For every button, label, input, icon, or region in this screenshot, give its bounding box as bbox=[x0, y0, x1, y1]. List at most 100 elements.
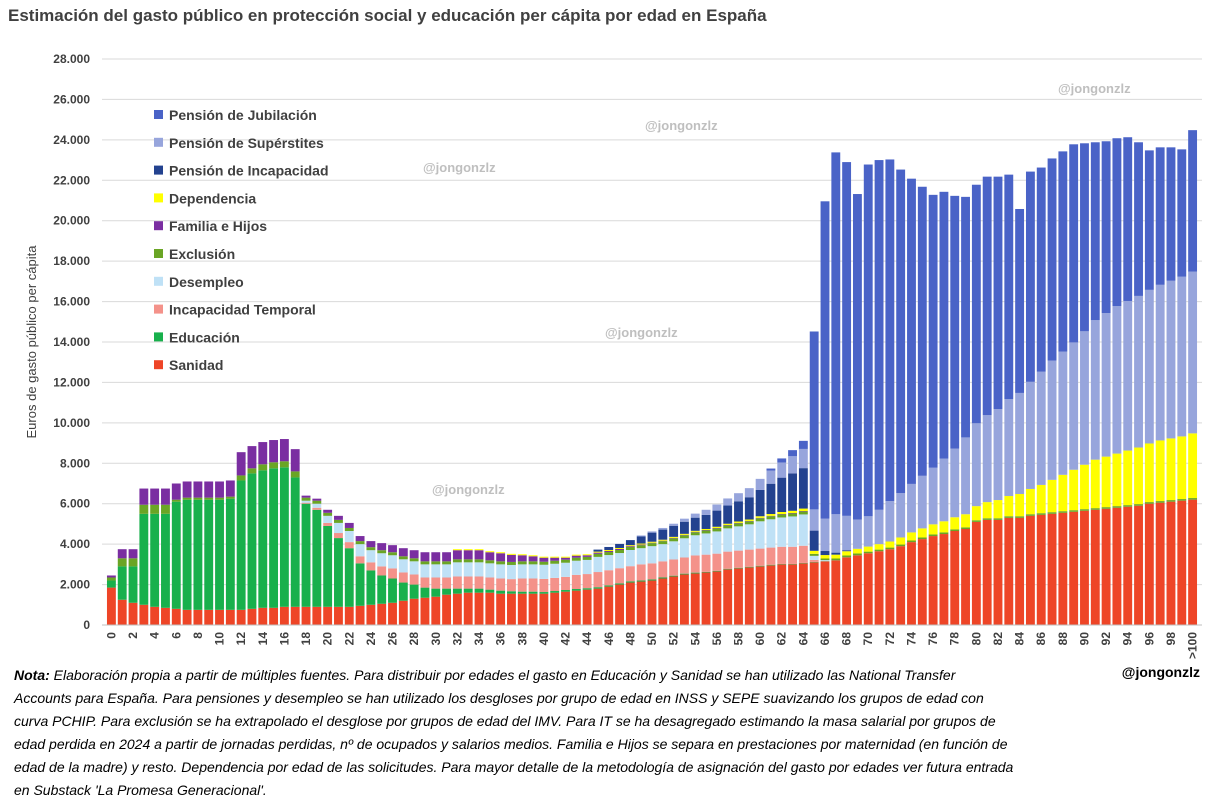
bar-segment bbox=[972, 520, 981, 522]
bar-segment bbox=[799, 546, 808, 563]
bar-segment bbox=[702, 530, 711, 533]
bar-segment bbox=[507, 554, 516, 555]
bar-segment bbox=[648, 542, 657, 543]
bar-segment bbox=[723, 506, 732, 524]
bar-segment bbox=[756, 566, 765, 625]
bar-segment bbox=[680, 535, 689, 538]
y-tick-label: 16.000 bbox=[53, 295, 90, 309]
bar-segment bbox=[734, 493, 743, 501]
bar-segment bbox=[475, 559, 484, 562]
x-tick-label: 72 bbox=[883, 632, 897, 646]
bar-segment bbox=[377, 553, 386, 566]
y-tick-label: 24.000 bbox=[53, 133, 90, 147]
bar-segment bbox=[561, 563, 570, 577]
bar-segment bbox=[421, 561, 430, 564]
legend-swatch bbox=[154, 138, 163, 147]
bar-segment bbox=[507, 565, 516, 579]
bar-segment bbox=[529, 592, 538, 594]
bar-segment bbox=[1145, 502, 1154, 504]
bar-segment bbox=[150, 505, 159, 514]
bar-segment bbox=[637, 545, 646, 546]
bar-segment bbox=[1188, 433, 1197, 498]
bar-segment bbox=[745, 519, 754, 520]
bar-segment bbox=[237, 610, 246, 625]
legend-swatch bbox=[154, 166, 163, 175]
bar-segment bbox=[853, 194, 862, 519]
bar-segment bbox=[496, 553, 505, 561]
bar-segment bbox=[1134, 504, 1143, 506]
y-tick-label: 0 bbox=[83, 618, 90, 632]
bar-segment bbox=[291, 449, 300, 471]
bar-segment bbox=[539, 565, 548, 579]
bar-segment bbox=[269, 440, 278, 462]
bar-segment bbox=[583, 560, 592, 574]
bar-segment bbox=[745, 497, 754, 519]
bar-segment bbox=[356, 541, 365, 544]
bar-segment bbox=[831, 152, 840, 514]
bar-segment bbox=[615, 583, 624, 584]
bar-segment bbox=[594, 572, 603, 587]
x-tick-label: 50 bbox=[645, 632, 659, 646]
bar-segment bbox=[1026, 514, 1035, 516]
bar-segment bbox=[1145, 150, 1154, 289]
x-tick-label: 18 bbox=[299, 632, 313, 646]
bar-segment bbox=[572, 591, 581, 625]
bar-segment bbox=[572, 555, 581, 556]
bar-segment bbox=[767, 471, 776, 484]
bar-segment bbox=[658, 544, 667, 561]
bar-segment bbox=[518, 554, 527, 555]
bar-segment bbox=[1102, 509, 1111, 625]
bar-segment bbox=[1004, 399, 1013, 496]
bar-segment bbox=[626, 547, 635, 550]
y-tick-label: 20.000 bbox=[53, 214, 90, 228]
bar-segment bbox=[788, 547, 797, 564]
bar-segment bbox=[258, 470, 267, 607]
legend-swatch bbox=[154, 360, 163, 369]
bar-segment bbox=[529, 555, 538, 556]
bar-segment bbox=[366, 547, 375, 550]
bar-segment bbox=[302, 607, 311, 625]
bar-segment bbox=[637, 548, 646, 564]
bar-segment bbox=[442, 595, 451, 625]
bar-segment bbox=[399, 572, 408, 582]
bar-segment bbox=[777, 512, 786, 514]
bar-segment bbox=[745, 567, 754, 568]
bar-segment bbox=[421, 552, 430, 561]
bar-segment bbox=[777, 462, 786, 477]
bar-segment bbox=[1026, 172, 1035, 382]
bar-segment bbox=[918, 476, 927, 529]
bar-segment bbox=[1123, 137, 1132, 301]
bar-segment bbox=[442, 578, 451, 589]
bar-segment bbox=[518, 579, 527, 592]
bar-segment bbox=[539, 562, 548, 565]
bar-segment bbox=[1048, 514, 1057, 625]
bar-segment bbox=[831, 555, 840, 559]
bar-segment bbox=[561, 558, 570, 560]
bar-segment bbox=[410, 585, 419, 599]
x-tick-label: 60 bbox=[753, 632, 767, 646]
bar-segment bbox=[464, 589, 473, 593]
bar-segment bbox=[939, 459, 948, 522]
bar-segment bbox=[734, 501, 743, 521]
bar-segment bbox=[1091, 320, 1100, 459]
bar-segment bbox=[831, 514, 840, 552]
bar-segment bbox=[1188, 272, 1197, 434]
bar-segment bbox=[994, 409, 1003, 500]
bar-segment bbox=[388, 552, 397, 555]
bar-segment bbox=[421, 588, 430, 598]
bar-segment bbox=[1037, 485, 1046, 513]
bar-segment bbox=[875, 544, 884, 549]
bar-segment bbox=[669, 524, 678, 526]
bar-segment bbox=[680, 574, 689, 575]
bar-segment bbox=[1123, 301, 1132, 451]
bar-segment bbox=[399, 601, 408, 625]
bar-segment bbox=[810, 562, 819, 625]
bar-segment bbox=[1080, 511, 1089, 625]
bar-segment bbox=[529, 561, 538, 564]
bar-segment bbox=[507, 555, 516, 562]
bar-segment bbox=[507, 591, 516, 593]
bar-segment bbox=[669, 538, 678, 541]
bar-segment bbox=[885, 159, 894, 501]
x-tick-label: 12 bbox=[234, 632, 248, 646]
